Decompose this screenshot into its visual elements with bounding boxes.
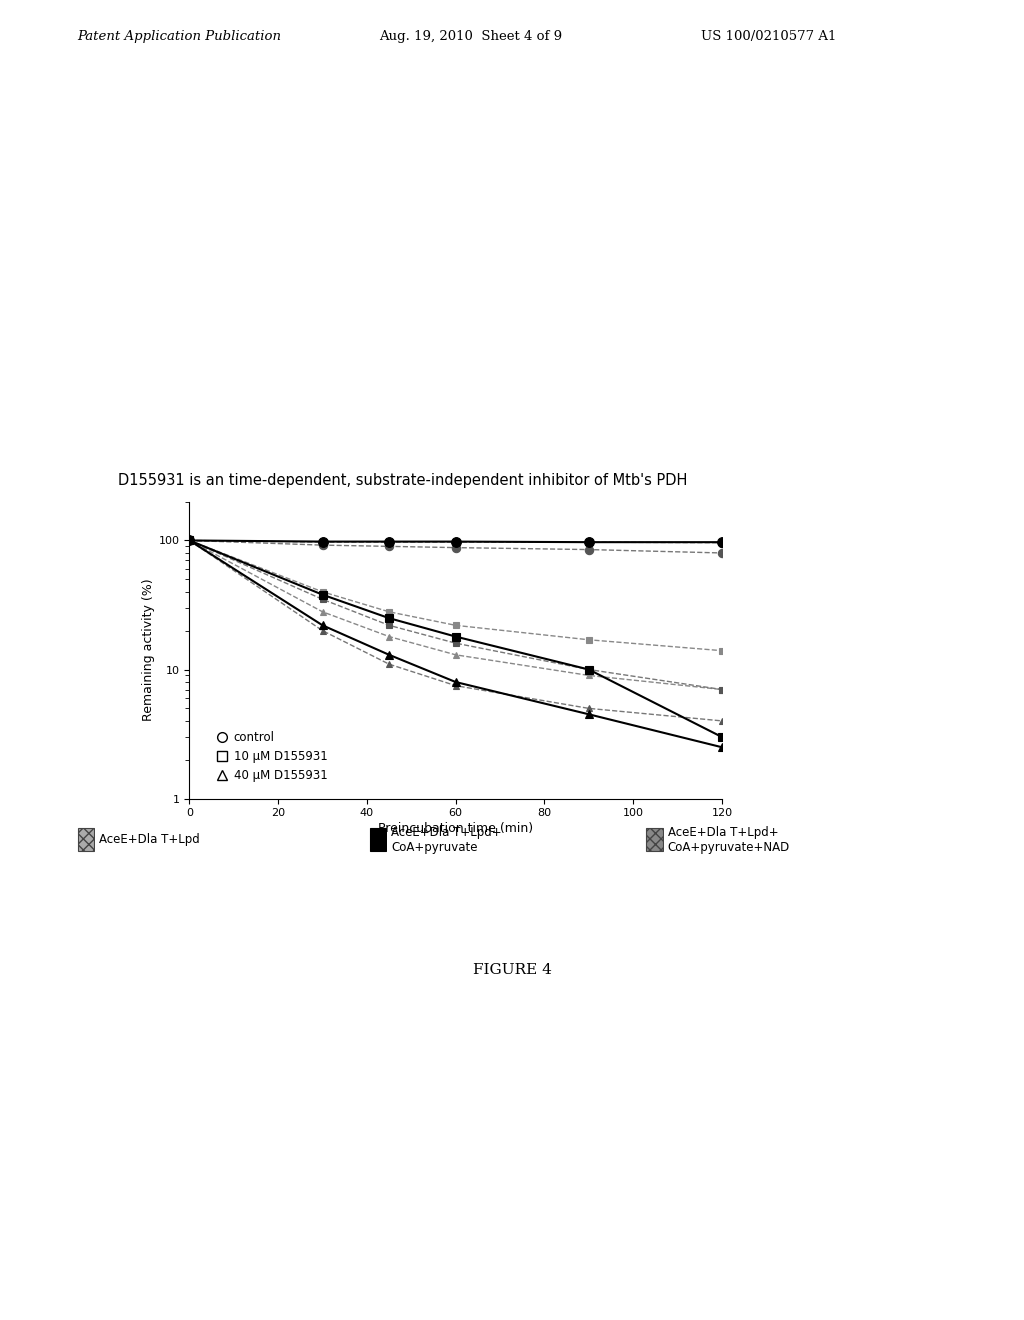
Y-axis label: Remaining activity (%): Remaining activity (%) [141, 578, 155, 722]
Bar [370, 828, 386, 851]
Text: FIGURE 4: FIGURE 4 [472, 964, 552, 977]
Text: Aug. 19, 2010  Sheet 4 of 9: Aug. 19, 2010 Sheet 4 of 9 [379, 30, 562, 44]
Text: AceE+Dla T+Lpd+
CoA+pyruvate+NAD: AceE+Dla T+Lpd+ CoA+pyruvate+NAD [668, 825, 790, 854]
Text: Patent Application Publication: Patent Application Publication [77, 30, 281, 44]
X-axis label: Preincubation time (min): Preincubation time (min) [378, 822, 534, 836]
Bar [646, 828, 663, 851]
Legend: control, 10 μM D155931, 40 μM D155931: control, 10 μM D155931, 40 μM D155931 [211, 726, 332, 787]
Text: AceE+Dla T+Lpd+
CoA+pyruvate: AceE+Dla T+Lpd+ CoA+pyruvate [391, 825, 502, 854]
Text: AceE+Dla T+Lpd: AceE+Dla T+Lpd [99, 833, 200, 846]
Text: US 100/0210577 A1: US 100/0210577 A1 [701, 30, 837, 44]
Text: D155931 is an time-dependent, substrate-independent inhibitor of Mtb's PDH: D155931 is an time-dependent, substrate-… [118, 474, 687, 488]
Bar [78, 828, 94, 851]
